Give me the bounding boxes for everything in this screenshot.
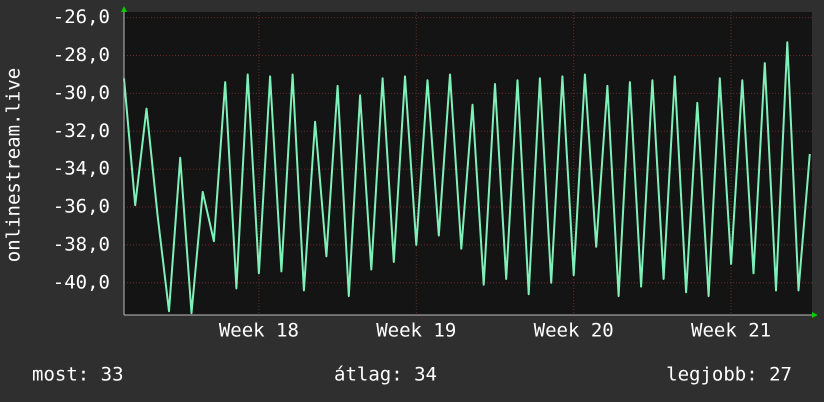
- y-tick-label: -30,0: [53, 82, 110, 104]
- y-tick-label: -32,0: [53, 120, 110, 142]
- axis-arrow: [812, 312, 818, 318]
- y-tick-label: -34,0: [53, 158, 110, 180]
- y-tick-label: -28,0: [53, 44, 110, 66]
- footer-stat: legjobb: 27: [666, 364, 792, 386]
- y-tick-label: -26,0: [53, 6, 110, 28]
- y-tick-label: -38,0: [53, 233, 110, 255]
- y-axis-label: onlinestream.live: [3, 68, 25, 262]
- footer-stat: átlag: 34: [334, 364, 437, 386]
- y-tick-label: -40,0: [53, 271, 110, 293]
- axis-arrow: [121, 6, 127, 12]
- x-tick-label: Week 18: [219, 320, 299, 342]
- x-tick-label: Week 21: [691, 320, 771, 342]
- data-line: [123, 41, 811, 315]
- y-tick-label: -36,0: [53, 196, 110, 218]
- x-tick-label: Week 19: [376, 320, 456, 342]
- footer-stat: most: 33: [32, 364, 124, 386]
- x-tick-label: Week 20: [534, 320, 614, 342]
